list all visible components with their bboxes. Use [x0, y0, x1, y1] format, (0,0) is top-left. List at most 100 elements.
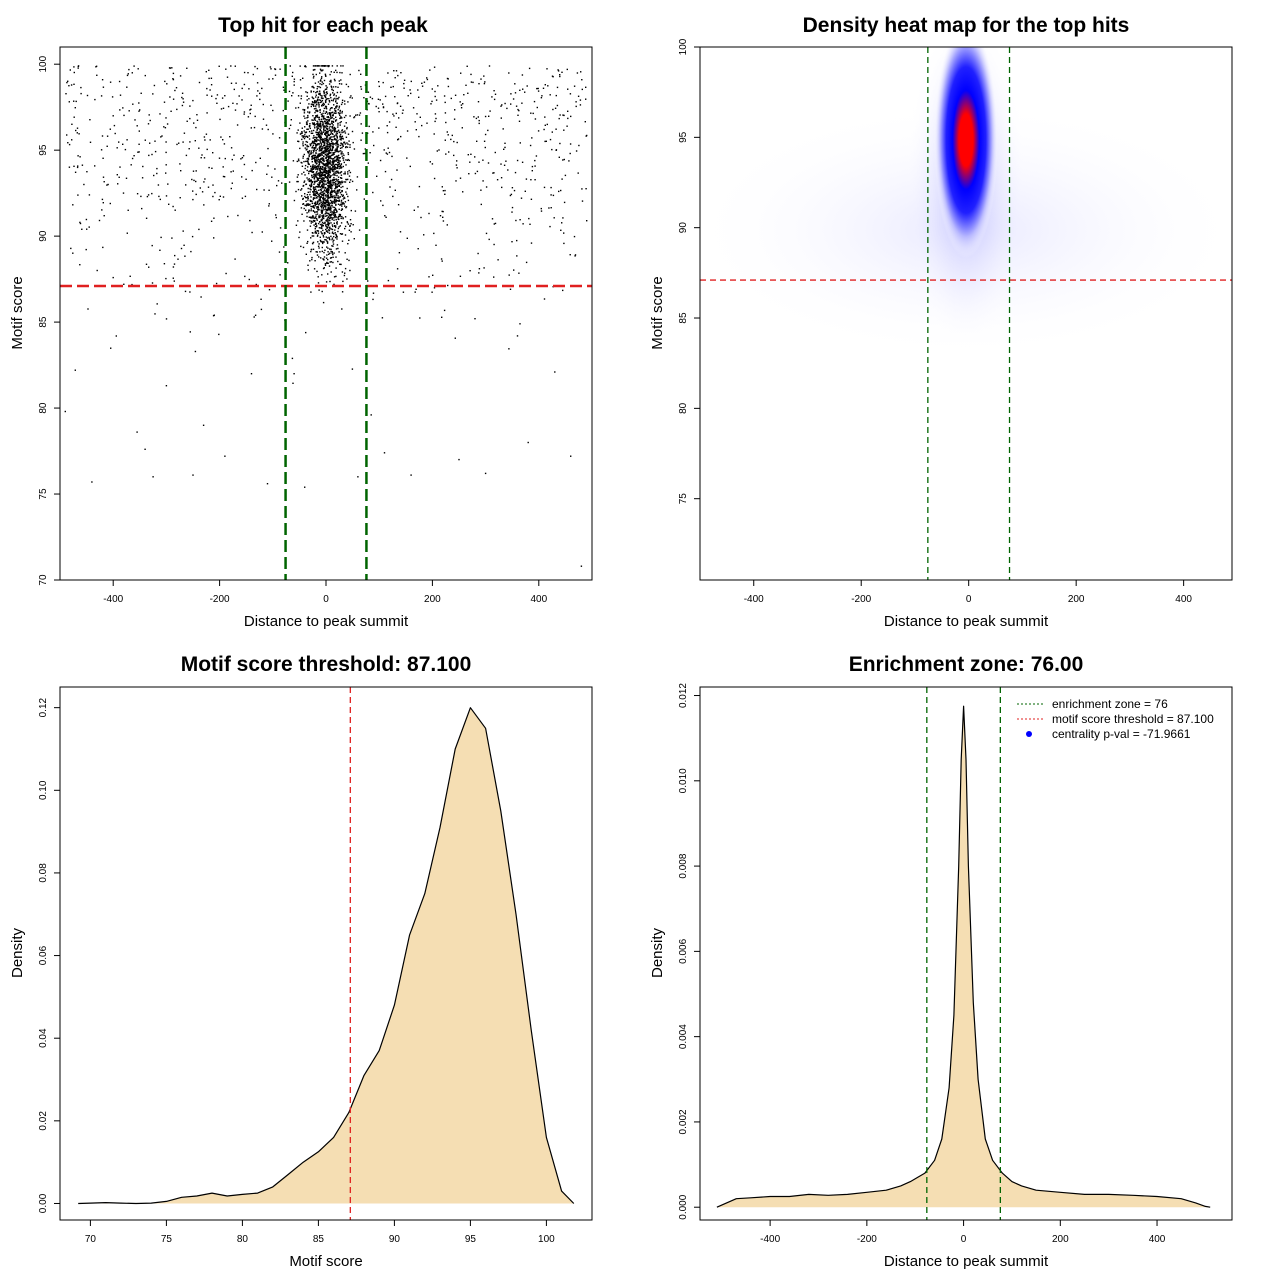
scatter-point [349, 225, 351, 227]
scatter-point [334, 128, 336, 131]
scatter-point [344, 216, 347, 218]
scatter-point [310, 167, 312, 169]
scatter-point [318, 202, 321, 205]
scatter-point [328, 229, 331, 232]
scatter-point [117, 183, 119, 185]
scatter-point [306, 242, 308, 244]
scatter-point [383, 452, 386, 454]
scatter-point [330, 86, 333, 88]
scatter-point [329, 129, 331, 131]
scatter-point [118, 141, 120, 143]
scatter-point [347, 178, 349, 181]
scatter-point [322, 209, 324, 211]
scatter-point [313, 122, 315, 124]
scatter-point [333, 168, 335, 171]
scatter-point [189, 331, 191, 333]
scatter-point [345, 206, 348, 208]
scatter-point [302, 141, 304, 143]
scatter-point [325, 209, 328, 211]
scatter-point [314, 197, 316, 199]
scatter-point [535, 155, 538, 157]
scatter-point [224, 455, 226, 457]
scatter-point [244, 275, 246, 278]
scatter-point [335, 275, 337, 278]
scatter-point [346, 128, 348, 130]
scatter-point [236, 124, 239, 126]
scatter-point [335, 133, 337, 135]
scatter-point [332, 111, 334, 113]
scatter-point [332, 253, 334, 256]
scatter-point [318, 143, 321, 145]
scatter-point [333, 252, 335, 254]
scatter-point [333, 118, 335, 120]
scatter-point [318, 118, 320, 120]
x-ticks: 70 75 80 85 90 95 100 [85, 1220, 555, 1245]
scatter-point [341, 131, 343, 134]
scatter-point [444, 112, 447, 114]
scatter-point [335, 139, 337, 141]
scatter-point [337, 218, 340, 220]
scatter-point [298, 160, 300, 162]
scatter-point [326, 125, 329, 128]
scatter-point [319, 182, 321, 184]
scatter-point [315, 137, 318, 139]
scatter-point [337, 203, 340, 205]
scatter-point [75, 100, 77, 103]
scatter-point [316, 192, 319, 194]
scatter-point [474, 172, 477, 175]
scatter-point [254, 65, 256, 68]
scatter-point [222, 166, 224, 168]
scatter-point [209, 139, 211, 141]
scatter-point [312, 221, 314, 223]
scatter-point [79, 222, 82, 225]
scatter-point [333, 127, 335, 130]
scatter-point [329, 73, 331, 76]
scatter-point [322, 214, 325, 217]
scatter-point [336, 174, 338, 177]
scatter-point [325, 226, 328, 228]
reference-lines [60, 47, 592, 580]
scatter-point [321, 157, 323, 159]
scatter-point [342, 203, 344, 205]
scatter-point [68, 166, 71, 168]
scatter-point [400, 135, 402, 138]
scatter-point [77, 194, 79, 196]
scatter-point [516, 255, 518, 257]
scatter-point [476, 170, 479, 173]
scatter-point [353, 238, 355, 240]
scatter-point [323, 127, 325, 130]
scatter-point [506, 107, 508, 110]
scatter-point [518, 120, 521, 122]
scatter-point [98, 219, 101, 222]
x-tick-label: 75 [161, 1234, 173, 1245]
scatter-point [332, 168, 334, 170]
scatter-point [299, 231, 301, 233]
scatter-point [333, 239, 335, 241]
scatter-point [317, 179, 319, 181]
plot-frame [59, 46, 593, 581]
scatter-point [319, 181, 322, 184]
scatter-point [325, 134, 327, 137]
scatter-point [151, 282, 154, 284]
scatter-point [323, 256, 326, 258]
scatter-point [470, 153, 472, 155]
scatter-point [325, 228, 327, 231]
scatter-point [344, 173, 346, 175]
scatter-point [318, 204, 320, 206]
scatter-point [323, 241, 325, 243]
scatter-point [311, 158, 313, 161]
scatter-point [313, 190, 315, 192]
scatter-point [329, 80, 331, 83]
scatter-point [312, 146, 314, 148]
scatter-point [320, 219, 322, 222]
scatter-point [276, 184, 278, 187]
scatter-point [518, 109, 520, 112]
scatter-point [327, 204, 329, 206]
scatter-point [308, 98, 310, 100]
scatter-point [330, 163, 332, 165]
scatter-point [254, 115, 256, 118]
scatter-point [195, 170, 197, 172]
scatter-point [335, 185, 337, 187]
scatter-point [351, 368, 354, 370]
scatter-point [309, 179, 311, 182]
